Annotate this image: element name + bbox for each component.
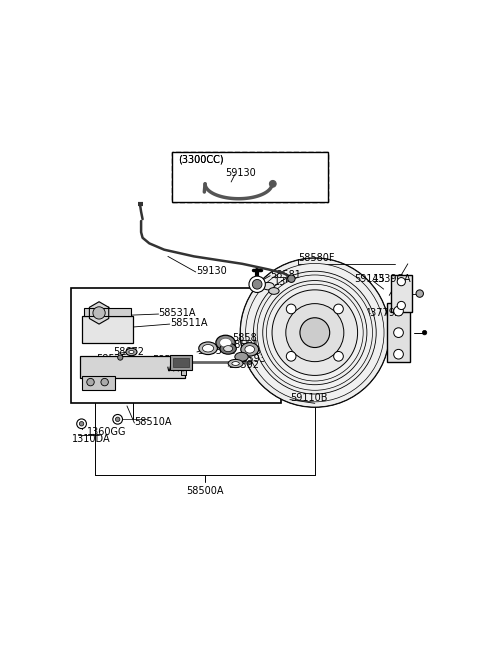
Circle shape	[394, 328, 403, 337]
Circle shape	[288, 275, 295, 282]
Text: 58531A: 58531A	[158, 308, 196, 318]
Text: 58514A: 58514A	[81, 365, 118, 375]
Ellipse shape	[263, 280, 367, 384]
Circle shape	[269, 181, 276, 187]
Ellipse shape	[263, 282, 274, 290]
Text: 58511A: 58511A	[170, 318, 207, 328]
Ellipse shape	[232, 362, 240, 365]
Text: 59130: 59130	[196, 266, 227, 276]
Ellipse shape	[269, 288, 279, 294]
Circle shape	[249, 276, 265, 293]
Polygon shape	[89, 302, 109, 324]
Circle shape	[334, 304, 343, 314]
Text: (3300CC): (3300CC)	[178, 155, 224, 164]
Bar	[181, 360, 186, 375]
Circle shape	[115, 417, 120, 422]
Text: (3300CC): (3300CC)	[178, 155, 224, 164]
Circle shape	[394, 307, 403, 316]
Bar	[172, 152, 328, 202]
Text: 58672: 58672	[113, 347, 144, 358]
Bar	[98, 377, 111, 388]
Text: 59145: 59145	[354, 274, 385, 284]
Circle shape	[286, 352, 296, 361]
Ellipse shape	[203, 345, 214, 352]
Text: 58594: 58594	[156, 371, 187, 381]
Text: 58523: 58523	[254, 346, 285, 356]
Ellipse shape	[126, 348, 137, 356]
Text: 58525A: 58525A	[96, 354, 134, 364]
Bar	[82, 376, 115, 390]
Ellipse shape	[240, 258, 389, 407]
Circle shape	[334, 352, 343, 361]
Bar	[84, 309, 131, 316]
Ellipse shape	[199, 342, 217, 354]
Text: 58585: 58585	[232, 333, 263, 343]
Bar	[71, 288, 281, 403]
Bar	[83, 316, 132, 343]
Bar	[81, 356, 185, 379]
Ellipse shape	[129, 350, 134, 354]
Bar	[170, 355, 192, 370]
Text: 59130: 59130	[226, 168, 256, 178]
Circle shape	[252, 280, 262, 289]
Circle shape	[93, 307, 105, 319]
Text: 58500A: 58500A	[186, 487, 224, 496]
Text: 58591: 58591	[228, 340, 259, 350]
Circle shape	[87, 379, 94, 386]
Text: 58540A: 58540A	[152, 355, 190, 365]
Ellipse shape	[246, 263, 384, 402]
Ellipse shape	[257, 275, 372, 390]
Ellipse shape	[245, 346, 254, 353]
Text: 43779A: 43779A	[365, 308, 403, 318]
Circle shape	[77, 419, 86, 428]
Circle shape	[394, 349, 403, 359]
Text: 1710AB: 1710AB	[279, 285, 317, 295]
Circle shape	[113, 415, 122, 424]
Ellipse shape	[235, 352, 248, 362]
Bar	[172, 152, 328, 202]
Text: 58510A: 58510A	[134, 417, 172, 427]
Bar	[391, 275, 411, 312]
Bar	[173, 358, 189, 367]
Ellipse shape	[224, 346, 233, 352]
Text: 58580F: 58580F	[298, 253, 335, 263]
Text: 1339GA: 1339GA	[372, 274, 411, 284]
Text: 59110B: 59110B	[290, 394, 327, 403]
Ellipse shape	[241, 343, 259, 356]
Ellipse shape	[216, 335, 235, 350]
Ellipse shape	[228, 360, 243, 367]
Ellipse shape	[266, 284, 363, 381]
Text: 1310DA: 1310DA	[72, 434, 110, 443]
Circle shape	[79, 422, 84, 426]
Circle shape	[101, 379, 108, 386]
Text: 1360GG: 1360GG	[87, 427, 126, 437]
Ellipse shape	[220, 343, 236, 354]
Text: 58593: 58593	[236, 354, 266, 364]
Circle shape	[397, 278, 406, 286]
Text: 58581: 58581	[270, 270, 301, 280]
Circle shape	[300, 318, 330, 348]
Bar	[84, 377, 97, 388]
Text: 58550A: 58550A	[197, 346, 235, 356]
Circle shape	[397, 301, 406, 310]
Text: 1362ND: 1362ND	[274, 278, 313, 288]
Text: 58592: 58592	[228, 360, 259, 370]
Circle shape	[286, 304, 344, 362]
Circle shape	[286, 304, 296, 314]
Circle shape	[272, 290, 358, 375]
Circle shape	[240, 258, 389, 407]
Circle shape	[416, 290, 423, 297]
Ellipse shape	[253, 271, 376, 394]
Ellipse shape	[219, 338, 231, 347]
Circle shape	[118, 355, 123, 360]
Bar	[387, 303, 410, 362]
Circle shape	[422, 330, 427, 335]
